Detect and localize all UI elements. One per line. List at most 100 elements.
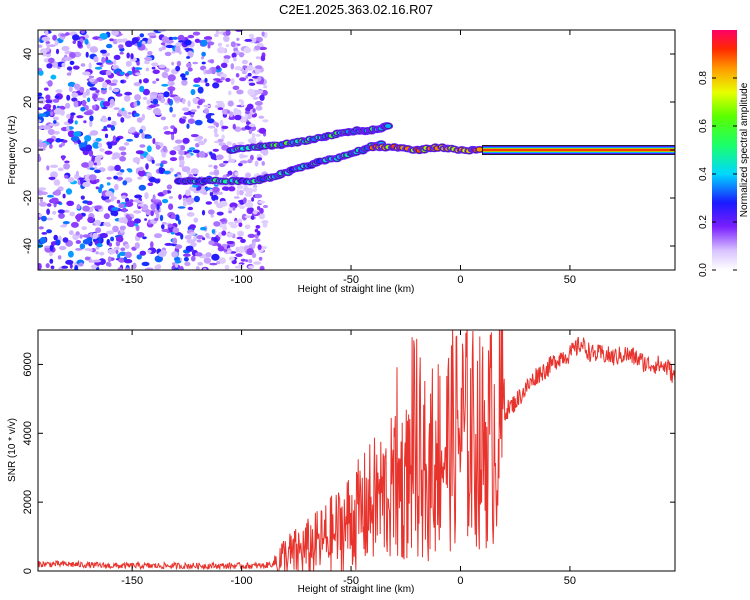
heatmap-cell [84,256,91,261]
heatmap-cell [169,150,177,156]
heatmap-cell [217,138,224,143]
heatmap-cell [261,220,269,224]
heatmap-cell [122,180,128,186]
heatmap-cell [147,249,152,254]
heatmap-cell [75,214,83,221]
heatmap-cell [223,160,229,164]
heatmap-cell [53,179,61,186]
heatmap-cell [219,257,226,264]
heatmap-cell [257,76,262,82]
heatmap-cell [161,224,165,230]
heatmap-cell [259,94,265,101]
heatmap-cell [182,200,187,208]
heatmap-cell [164,242,173,246]
heatmap-cell [134,133,139,138]
heatmap-cell [109,38,114,42]
y-tick-label: 2000 [22,490,34,514]
heatmap-cell [48,123,57,127]
heatmap-cell [106,176,112,180]
heatmap-cell [100,49,107,54]
heatmap-cell [144,192,149,200]
heatmap-cell [223,58,230,64]
heatmap-cell [154,209,158,215]
heatmap-cell [201,209,206,216]
heatmap-cell [257,206,261,211]
heatmap-cell [107,248,116,255]
heatmap-cell [42,125,51,130]
heatmap-cell [239,77,247,82]
heatmap-cell [61,265,69,269]
heatmap-cell [259,207,264,214]
heatmap-cell [180,145,186,151]
heatmap-cell [180,73,186,78]
heatmap-cell [64,174,69,179]
heatmap-cell [150,210,154,217]
heatmap-cell [178,194,182,200]
heatmap-cell [190,134,199,138]
heatmap-cell [61,62,66,68]
heatmap-cell [201,51,206,57]
heatmap-cell [95,89,100,94]
heatmap-cell [152,194,156,202]
heatmap-cell [255,105,263,111]
heatmap-cell [38,107,43,111]
heatmap-cell [46,45,50,52]
heatmap-cell [133,82,141,87]
heatmap-cell [170,82,175,86]
spectrogram-plot-area [38,30,675,270]
heatmap-cell [81,162,90,168]
heatmap-cell [255,225,261,229]
heatmap-cell [84,38,89,45]
heatmap-cell [88,149,94,157]
heatmap-cell [64,56,72,62]
heatmap-cell [209,188,213,193]
heatmap-cell [183,39,192,46]
heatmap-cell [167,223,173,228]
heatmap-cell [251,252,257,258]
heatmap-cell [53,116,59,121]
heatmap-cell [481,145,675,155]
heatmap-cell [115,236,124,243]
heatmap-cell [123,95,131,102]
heatmap-cell [38,98,46,105]
heatmap-cell [46,208,50,215]
heatmap-cell [251,241,256,248]
heatmap-cell [38,154,41,162]
heatmap-cell [217,191,223,195]
heatmap-cell [172,237,178,245]
heatmap-cell [115,249,119,255]
heatmap-cell [53,120,57,124]
heatmap-cell [228,256,235,261]
heatmap-cell [151,159,155,164]
heatmap-cell [170,125,176,129]
heatmap-cell [109,98,115,105]
heatmap-cell [146,99,151,105]
heatmap-cell [54,95,60,99]
heatmap-cell [192,84,201,88]
heatmap-cell [78,262,84,267]
heatmap-cell [104,199,111,203]
heatmap-cell [50,265,55,270]
heatmap-cell [225,30,231,36]
heatmap-cell [113,246,120,250]
heatmap-cell [114,183,119,191]
heatmap-cell [196,239,202,243]
heatmap-cell [150,203,157,211]
heatmap-cell [55,48,60,55]
heatmap-cell [247,159,253,164]
heatmap-cell [134,94,142,101]
heatmap-cell [226,141,232,146]
heatmap-cell [151,62,159,67]
heatmap-cell [92,259,102,263]
heatmap-cell [186,62,192,68]
heatmap-cell [241,70,247,75]
heatmap-cell [217,47,226,54]
heatmap-cell [253,261,262,265]
heatmap-cell [143,78,149,84]
y-tick-label: -40 [22,238,34,254]
heatmap-cell [247,88,255,96]
heatmap-cell [120,247,126,252]
heatmap-cell [236,189,240,196]
heatmap-cell [194,119,203,126]
colorbar-tick-label: 0.8 [698,71,709,85]
